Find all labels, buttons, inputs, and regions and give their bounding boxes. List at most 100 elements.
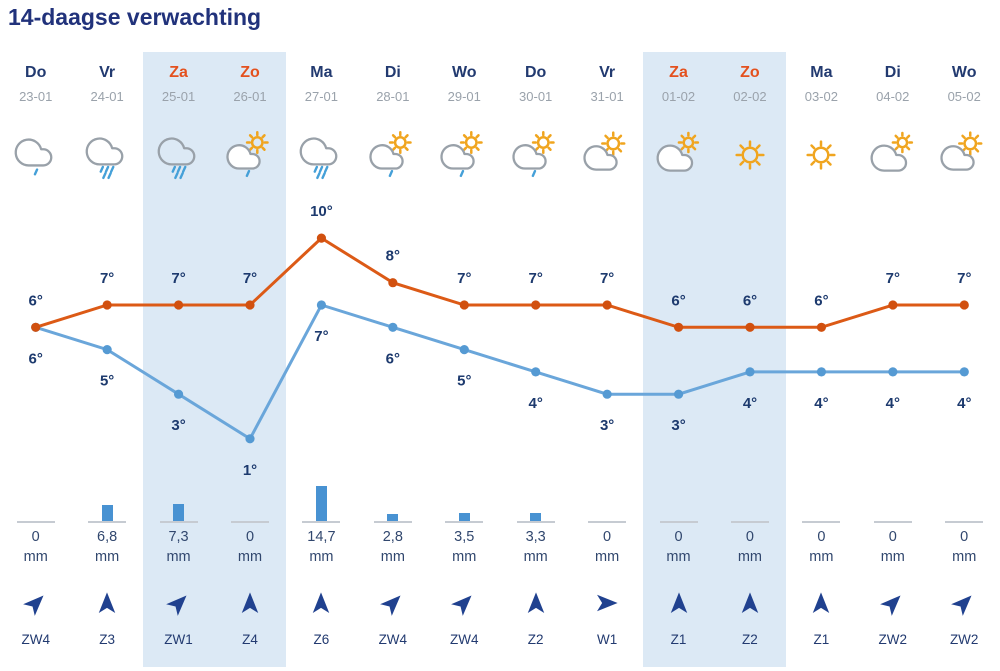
wind-direction-icon <box>808 590 834 616</box>
precipitation-bar <box>387 514 399 521</box>
day-label: Wo <box>451 64 477 81</box>
day-column[interactable]: Do 30-01 3,3 mm Z2 <box>500 0 571 671</box>
precipitation-unit: mm <box>595 549 620 565</box>
date-label: 31-01 <box>590 89 624 104</box>
day-label: Za <box>169 64 188 81</box>
day-label: Do <box>525 64 547 81</box>
precipitation-bar-area <box>143 486 214 521</box>
wind-label: W1 <box>596 632 618 647</box>
date-label: 02-02 <box>733 89 767 104</box>
date-label: 03-02 <box>804 89 838 104</box>
precipitation-baseline <box>730 521 769 523</box>
precipitation-value: 3,5 <box>454 529 475 545</box>
wind-label: Z6 <box>313 632 330 647</box>
precipitation-bar-area <box>286 486 357 521</box>
precipitation-value: 3,3 <box>525 529 546 545</box>
precipitation-bar-area <box>714 486 785 521</box>
day-column[interactable]: Di 28-01 2,8 mm ZW4 <box>357 0 428 671</box>
precipitation-unit: mm <box>309 549 334 565</box>
day-column[interactable]: Vr 24-01 6,8 mm Z3 <box>71 0 142 671</box>
day-column[interactable]: Wo 05-02 0 mm ZW2 <box>928 0 999 671</box>
wind-direction-icon <box>951 590 977 616</box>
day-column[interactable]: Ma 03-02 0 mm Z1 <box>786 0 857 671</box>
day-label: Di <box>384 64 401 81</box>
precipitation-baseline <box>230 521 269 523</box>
precipitation-baseline <box>945 521 984 523</box>
day-column[interactable]: Do 23-01 0 mm ZW4 <box>0 0 71 671</box>
precipitation-bar <box>101 505 113 521</box>
wind-label: Z3 <box>99 632 116 647</box>
precipitation-unit: mm <box>880 549 905 565</box>
precipitation-value: 0 <box>245 529 255 545</box>
precipitation-baseline <box>802 521 841 523</box>
wind-label: ZW4 <box>449 632 479 647</box>
date-label: 25-01 <box>161 89 196 104</box>
wind-label: Z1 <box>813 632 830 647</box>
day-column[interactable]: Vr 31-01 0 mm W1 <box>571 0 642 671</box>
day-label: Ma <box>810 64 833 81</box>
day-column[interactable]: Zo 26-01 0 mm Z4 <box>214 0 285 671</box>
wind-label: ZW1 <box>164 632 193 647</box>
date-label: 01-02 <box>661 89 696 104</box>
precipitation-unit: mm <box>380 549 405 565</box>
precipitation-baseline <box>873 521 912 523</box>
date-label: 04-02 <box>876 89 910 104</box>
wind-label: ZW4 <box>21 632 50 647</box>
precipitation-baseline <box>588 521 627 523</box>
precipitation-baseline <box>302 521 341 523</box>
precipitation-unit: mm <box>809 549 834 565</box>
wind-direction-icon <box>165 590 192 616</box>
precipitation-unit: mm <box>95 549 120 565</box>
day-column[interactable]: Di 04-02 0 mm ZW2 <box>857 0 928 671</box>
precipitation-unit: mm <box>523 549 548 565</box>
date-label: 26-01 <box>233 89 267 104</box>
sun-cloud-rain-icon <box>225 130 275 180</box>
precipitation-bar-area <box>214 486 285 521</box>
sun-cloud-icon <box>582 130 632 180</box>
date-label: 05-02 <box>947 89 981 104</box>
wind-label: Z2 <box>527 632 544 647</box>
precipitation-unit: mm <box>166 549 191 565</box>
date-label: 29-01 <box>447 89 481 104</box>
day-label: Vr <box>599 64 616 81</box>
day-column[interactable]: Wo 29-01 3,5 mm ZW4 <box>429 0 500 671</box>
wind-label: Z2 <box>742 632 758 647</box>
wind-direction-icon <box>666 590 692 616</box>
wind-label: Z4 <box>242 632 258 647</box>
page-title: 14-daagse verwachting <box>8 4 262 30</box>
cloud-sun-icon <box>868 130 918 180</box>
precipitation-unit: mm <box>23 549 48 565</box>
precipitation-bar-area <box>857 486 928 521</box>
precipitation-bar-area <box>571 486 642 521</box>
wind-direction-icon <box>22 590 49 616</box>
wind-direction-icon <box>523 590 549 616</box>
precipitation-unit: mm <box>666 549 691 565</box>
day-label: Ma <box>310 64 333 81</box>
sun-cloud-rain-icon <box>511 130 561 180</box>
precipitation-bar-area <box>357 486 428 521</box>
precipitation-value: 14,7 <box>307 529 336 545</box>
precipitation-value: 7,3 <box>168 529 189 545</box>
wind-direction-icon <box>879 590 906 616</box>
precipitation-bar-area <box>643 486 714 521</box>
precipitation-bar-area <box>71 486 142 521</box>
wind-direction-icon <box>451 590 477 616</box>
day-column[interactable]: Zo 02-02 0 mm Z2 <box>714 0 785 671</box>
cloud-rain-icon <box>82 130 132 180</box>
date-label: 28-01 <box>376 89 410 104</box>
day-column[interactable]: Za 25-01 7,3 mm ZW1 <box>143 0 214 671</box>
precipitation-value: 0 <box>745 529 754 545</box>
precipitation-value: 0 <box>960 529 969 545</box>
day-column[interactable]: Ma 27-01 14,7 mm Z6 <box>286 0 357 671</box>
day-column[interactable]: Za 01-02 0 mm Z1 <box>643 0 714 671</box>
sun-icon <box>796 130 846 180</box>
day-label: Do <box>25 64 47 81</box>
sun-cloud-rain-icon <box>439 130 489 180</box>
precipitation-value: 0 <box>817 529 826 545</box>
wind-direction-icon <box>737 590 763 616</box>
wind-direction-icon <box>379 590 406 616</box>
precipitation-value: 2,8 <box>382 529 403 545</box>
precipitation-bar-area <box>500 486 571 521</box>
